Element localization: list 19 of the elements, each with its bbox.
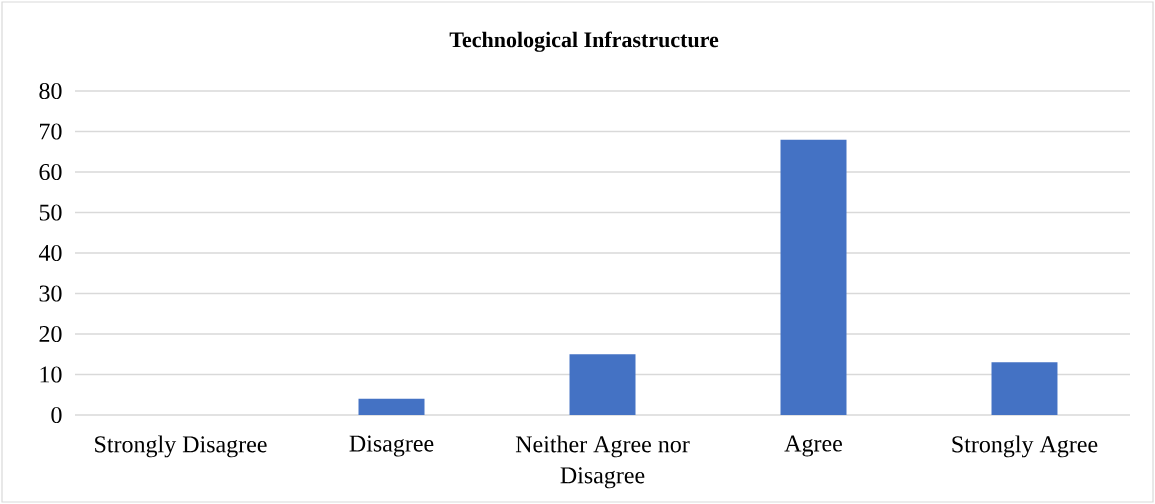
bar (780, 139, 847, 415)
y-tick-label: 50 (39, 204, 62, 221)
y-tick-label: 40 (38, 244, 62, 262)
bar (569, 354, 636, 415)
y-tick-label: 70 (40, 123, 62, 140)
bar (991, 362, 1058, 415)
x-tick-label: Agree (784, 435, 842, 457)
y-tick-label: 80 (39, 82, 62, 100)
x-tick-label: Neither Agree nor Disagree (515, 435, 690, 489)
x-tick-label: Strongly Disagree (95, 435, 267, 458)
y-tick-label: 0 (51, 406, 62, 424)
y-tick-label: 30 (39, 285, 62, 302)
y-tick-label: 10 (40, 366, 62, 383)
y-tick-label: 20 (39, 325, 62, 343)
chart-title: Technological Infrastructure (449, 31, 719, 52)
y-tick-label: 60 (39, 163, 62, 181)
x-tick-label: Disagree (349, 435, 434, 457)
bar (358, 398, 425, 415)
x-tick-label: Strongly Agree (952, 435, 1098, 458)
